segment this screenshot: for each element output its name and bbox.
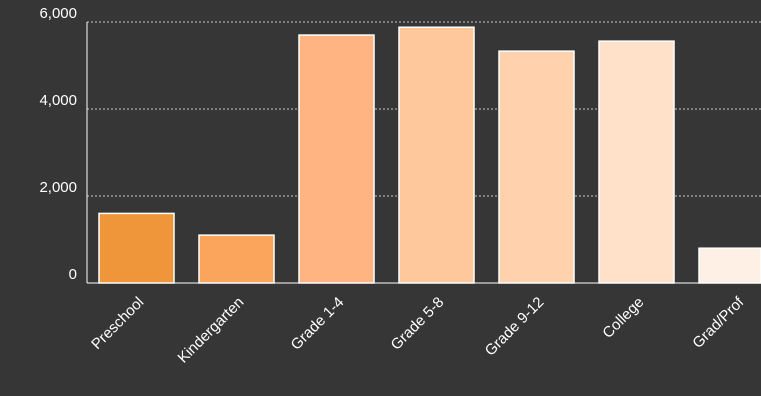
x-tick-label: Grade 5-8: [388, 294, 448, 354]
y-tick-label: 6,000: [39, 5, 77, 22]
x-tick-labels: Preschool Kindergarten Grade 1-4 Grade 5-8 G…: [88, 293, 748, 366]
x-tick-label: Grad/Prof: [689, 293, 748, 352]
y-tick-label: 2,000: [39, 179, 77, 196]
y-tick-labels: 0 2,000 4,000 6,000: [39, 5, 77, 283]
x-tick-label: Grade 1-4: [288, 294, 348, 354]
y-tick-label: 4,000: [39, 92, 77, 109]
bars: [98, 26, 761, 284]
bar: [598, 40, 675, 284]
x-tick-label: Preschool: [88, 294, 147, 353]
y-tick-label: 0: [69, 266, 77, 283]
x-tick-label: Grade 9-12: [482, 294, 548, 360]
bar: [398, 26, 475, 284]
x-tick-label: Kindergarten: [175, 294, 248, 367]
bar: [198, 234, 275, 284]
bar: [98, 212, 175, 284]
x-tick-label: College: [599, 294, 647, 342]
bar: [298, 34, 375, 284]
bar: [498, 50, 575, 284]
bar: [698, 247, 761, 284]
